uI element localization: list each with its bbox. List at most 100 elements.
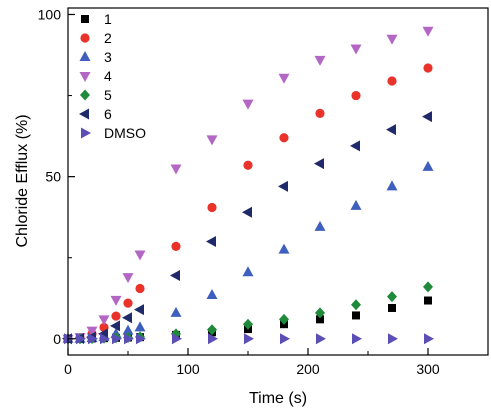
legend-label: 3: [104, 49, 112, 65]
legend-item: DMSO: [81, 125, 146, 141]
data-point-s2-4: [111, 311, 121, 321]
data-point-s7-11: [316, 333, 326, 345]
legend-marker: [80, 89, 90, 101]
legend-marker: [79, 51, 91, 61]
legend-marker: [79, 72, 91, 82]
plot-frame: [67, 7, 489, 356]
data-point-s3-8: [206, 289, 218, 300]
x-tick-label: 0: [64, 361, 72, 377]
data-point-s4-3: [98, 315, 110, 326]
data-point-s4-12: [350, 44, 362, 55]
axes: [67, 7, 489, 356]
legend-marker: [79, 108, 89, 120]
legend-label: DMSO: [104, 125, 146, 141]
data-point-s4-13: [386, 34, 398, 45]
legend-item: 1: [81, 11, 112, 27]
data-point-s6-9: [242, 206, 252, 218]
legend-item: 2: [80, 30, 112, 46]
data-point-s7-7: [172, 333, 182, 345]
data-point-s3-12: [350, 199, 362, 210]
data-point-s7-9: [244, 333, 254, 345]
data-point-s7-3: [100, 333, 110, 345]
data-point-s2-12: [351, 90, 361, 101]
data-point-s2-6: [135, 283, 145, 294]
data-point-s6-4: [110, 320, 120, 332]
legend-item: 6: [79, 106, 112, 122]
legend-item: 4: [79, 68, 112, 84]
data-point-s7-8: [208, 333, 218, 345]
data-point-s6-12: [350, 140, 360, 152]
data-point-s3-9: [242, 266, 254, 277]
data-point-s7-6: [136, 333, 146, 345]
legend-item: 3: [79, 49, 112, 65]
data-point-s1-12: [352, 311, 360, 320]
data-point-s5-9: [243, 318, 253, 330]
data-point-s3-5: [122, 324, 134, 335]
data-point-s5-14: [423, 281, 433, 293]
y-tick-label: 50: [45, 169, 61, 185]
y-tick-label: 0: [53, 331, 61, 347]
data-point-s4-4: [110, 295, 122, 306]
data-point-s4-11: [314, 55, 326, 66]
x-tick-label: 100: [176, 361, 200, 377]
legend-label: 6: [104, 106, 112, 122]
data-point-s5-10: [279, 313, 289, 325]
data-point-s2-8: [207, 202, 217, 213]
legend: 1 2 3 4 5 6 DMSO: [79, 11, 146, 141]
data-point-s7-1: [76, 333, 86, 345]
data-point-s3-7: [170, 306, 182, 317]
data-point-s7-10: [280, 333, 290, 345]
y-tick-label: 100: [38, 6, 62, 22]
data-point-s2-5: [123, 298, 133, 308]
data-point-s3-13: [386, 180, 398, 191]
data-point-s4-7: [170, 164, 182, 175]
data-point-s7-2: [88, 333, 98, 345]
x-axis-label: Time (s): [249, 390, 307, 407]
data-point-s3-10: [278, 243, 290, 254]
data-point-s1-14: [424, 296, 432, 305]
data-point-s4-14: [422, 26, 434, 37]
data-point-s6-7: [170, 270, 180, 282]
data-point-s6-11: [314, 158, 324, 170]
data-point-s2-9: [243, 160, 253, 170]
data-point-s5-12: [351, 299, 361, 311]
series-7: [64, 333, 434, 345]
data-point-s6-13: [386, 124, 396, 136]
data-point-s2-14: [423, 63, 433, 73]
data-point-s2-10: [279, 133, 289, 143]
legend-label: 2: [104, 30, 112, 46]
data-point-s6-14: [422, 111, 432, 123]
data-point-s7-12: [352, 333, 362, 345]
data-point-s4-6: [134, 250, 146, 261]
data-point-s1-13: [388, 303, 396, 312]
legend-marker: [80, 33, 90, 43]
data-point-s6-10: [278, 180, 288, 192]
data-point-s7-5: [124, 333, 134, 345]
data-point-s4-9: [242, 99, 254, 110]
data-point-s5-8: [207, 324, 217, 336]
x-tick-label: 300: [416, 361, 440, 377]
data-point-s3-14: [422, 160, 434, 171]
data-point-s6-5: [122, 312, 132, 324]
legend-item: 5: [80, 87, 112, 103]
legend-label: 4: [104, 68, 112, 84]
legend-marker: [81, 127, 91, 139]
data-point-s4-5: [122, 273, 134, 284]
data-point-s2-13: [387, 76, 397, 86]
data-point-s5-11: [315, 307, 325, 319]
data-point-s3-11: [314, 220, 326, 231]
x-tick-label: 200: [296, 361, 320, 377]
data-point-s2-11: [315, 108, 325, 118]
legend-marker: [81, 15, 89, 23]
data-point-s6-6: [134, 304, 144, 316]
legend-label: 1: [104, 11, 112, 27]
data-point-s7-4: [112, 333, 122, 345]
data-point-s4-10: [278, 73, 290, 84]
data-point-s6-8: [206, 235, 216, 247]
data-point-s7-14: [424, 333, 434, 345]
data-point-s4-2: [86, 326, 98, 337]
data-point-s4-8: [206, 135, 218, 146]
axis-ticks: 0 100 200 300 0 50 100: [38, 6, 489, 377]
